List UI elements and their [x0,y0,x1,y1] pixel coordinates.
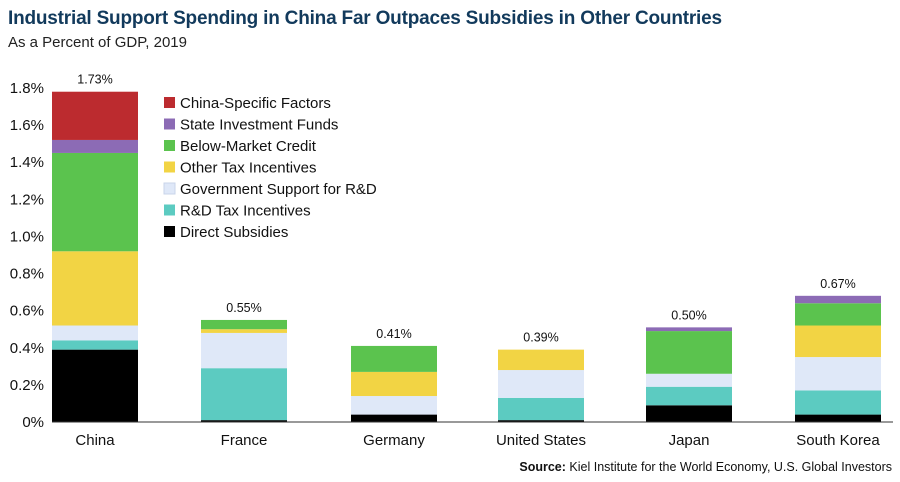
y-tick-label: 1.8% [10,80,44,97]
legend-swatch [164,97,175,108]
total-labels: 1.73% 0.55% 0.41% 0.39% 0.50% 0.67% [77,73,855,345]
legend-swatch [163,182,176,195]
y-tick-label: 1.2% [10,191,44,208]
bar-segment [498,370,584,398]
bar-segment [646,373,732,387]
bar-segment [498,349,584,371]
bar-segment [646,327,732,332]
chart-subtitle: As a Percent of GDP, 2019 [8,34,187,51]
y-tick-label: 1.4% [10,154,44,171]
bar-segment [201,420,287,422]
source-label: Source: [519,460,566,474]
y-tick-label: 0% [22,414,44,431]
bar-segment [498,420,584,422]
y-tick-label: 0.6% [10,303,44,320]
data-label: 0.55% [226,301,261,315]
x-tick-label: China [75,432,115,449]
bar-segment [52,152,138,252]
bar-segment [351,371,437,397]
y-tick-label: 0.4% [10,340,44,357]
x-tick-label: France [221,432,268,449]
legend-swatch [164,161,175,173]
bar-segment [52,251,138,326]
bar-segment [52,139,138,153]
legend-label: Direct Subsidies [180,224,288,241]
legend-label: Other Tax Incentives [180,160,316,177]
bar-segment [201,329,287,333]
y-tick-label: 0.2% [10,377,44,394]
bar-segment [795,390,881,415]
bar-segment [201,319,287,330]
y-tick-label: 1.6% [10,117,44,134]
bar-segment [351,414,437,422]
data-label: 0.67% [820,277,855,291]
bar-segment [646,405,732,422]
x-tick-label: Japan [669,432,710,449]
bar-segment [52,91,138,140]
source-text: Kiel Institute for the World Economy, U.… [569,460,892,474]
bar-segment [795,295,881,304]
bar-segment [795,357,881,391]
bar-segment [351,396,437,415]
legend-swatch [164,140,175,151]
y-tick-label: 0.8% [10,266,44,283]
chart-title: Industrial Support Spending in China Far… [8,8,722,29]
bar-segment [52,340,138,350]
data-label: 0.39% [523,331,558,345]
bar-segment [795,325,881,358]
x-tick-label: Germany [363,432,425,449]
bar-segment [795,414,881,422]
x-tick-label: South Korea [796,432,880,449]
bar-segment [646,386,732,406]
bar-segment [646,331,732,374]
legend-label: State Investment Funds [180,117,338,134]
bar-segment [351,345,437,372]
x-tick-label: United States [496,432,586,449]
bar-segment [52,349,138,422]
legend-swatch [164,118,175,130]
bar-segment [201,368,287,421]
bar-stacks [52,91,881,422]
data-label: 0.50% [671,308,706,322]
data-label: 1.73% [77,73,112,87]
legend-label: R&D Tax Incentives [180,203,311,220]
source-note: Source: Kiel Institute for the World Eco… [519,460,892,474]
legend-label: Below-Market Credit [180,138,317,155]
legend-label: China-Specific Factors [180,95,331,112]
y-axis-ticks: 0% 0.2% 0.4% 0.6% 0.8% 1.0% 1.2% 1.4% 1.6% 1.8% [10,80,44,431]
category-labels: China France Germany United States Japan Sout… [75,432,880,449]
legend-swatch [164,226,175,237]
y-tick-label: 1.0% [10,228,44,245]
legend-label: Government Support for R&D [180,181,377,198]
bar-segment [52,325,138,341]
bar-segment [201,332,287,369]
data-label: 0.41% [376,327,411,341]
bar-segment [498,397,584,421]
legend: China-Specific Factors State Investment F… [163,95,377,241]
bar-segment [795,303,881,326]
legend-swatch [164,204,175,216]
